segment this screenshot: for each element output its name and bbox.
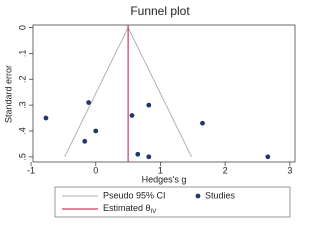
x-tick-label: 2 bbox=[223, 165, 228, 175]
legend-label-main: Estimated θ bbox=[103, 203, 151, 213]
x-tick-label: 1 bbox=[158, 165, 163, 175]
study-point bbox=[129, 113, 135, 118]
study-point bbox=[146, 102, 152, 108]
pseudo-ci-line bbox=[64, 27, 129, 158]
legend-box bbox=[54, 186, 291, 218]
y-tick-label: .3 bbox=[17, 101, 27, 109]
y-tick-label: .1 bbox=[17, 50, 27, 58]
y-tick-label: .2 bbox=[17, 76, 27, 84]
x-tick-label: 0 bbox=[93, 165, 98, 175]
study-point bbox=[135, 151, 141, 157]
study-point bbox=[86, 100, 92, 105]
legend-label: Estimated θIV bbox=[103, 203, 156, 214]
legend-label-subscript: IV bbox=[151, 209, 157, 215]
study-point bbox=[265, 154, 271, 160]
x-tick-label: 3 bbox=[287, 165, 292, 175]
y-tick-label: 0 bbox=[17, 25, 27, 30]
y-axis-title: Standard error bbox=[3, 65, 13, 123]
study-point bbox=[200, 120, 205, 126]
x-tick-label: -1 bbox=[27, 165, 35, 175]
y-tick-label: .5 bbox=[17, 153, 27, 161]
chart-title: Funnel plot bbox=[130, 4, 190, 18]
legend-label: Pseudo 95% CI bbox=[103, 190, 166, 200]
study-point bbox=[146, 154, 152, 160]
study-point bbox=[43, 115, 49, 121]
pseudo-ci-line bbox=[127, 27, 192, 158]
plot-area bbox=[32, 24, 296, 163]
y-tick-label: .4 bbox=[17, 127, 27, 135]
chart: Funnel plot Standard error Hedges's g 0.… bbox=[3, 4, 296, 218]
x-axis-title: Hedges's g bbox=[142, 174, 187, 184]
study-point bbox=[82, 138, 88, 144]
legend-swatch bbox=[195, 193, 201, 199]
study-point bbox=[93, 128, 99, 134]
legend-label: Studies bbox=[205, 190, 236, 200]
